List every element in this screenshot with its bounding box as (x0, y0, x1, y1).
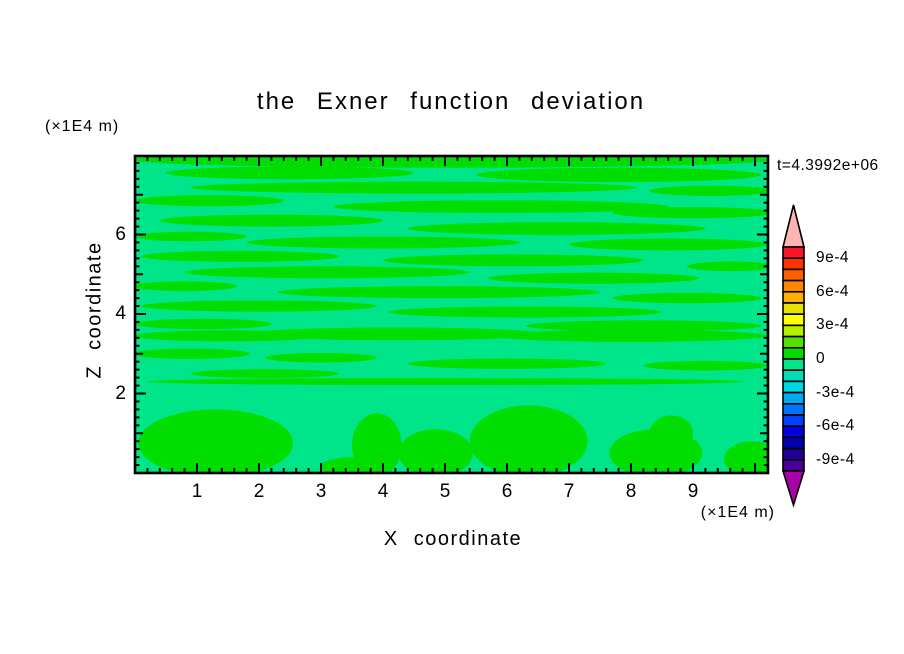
y-tick-label: 6 (115, 223, 126, 245)
colorbar-tick-label: -3e-4 (816, 383, 855, 401)
contour-band (643, 360, 768, 371)
contour-band (494, 329, 768, 342)
contour-band (135, 231, 247, 242)
contour-band (135, 318, 272, 330)
colorbar-segment (782, 391, 805, 405)
contour-band (277, 286, 600, 299)
colorbar-segment (782, 425, 805, 439)
contour-band (686, 261, 768, 272)
contour-band (612, 292, 762, 304)
contour-band (333, 200, 669, 214)
colorbar-segment (782, 346, 805, 360)
colorbar (781, 204, 806, 508)
chart-title: the Exner function deviation (256, 88, 646, 115)
colorbar-segment (782, 324, 805, 338)
y-tick-label: 2 (115, 382, 126, 404)
contour-band (612, 207, 768, 219)
contour-band (475, 167, 762, 183)
contour-band (398, 429, 473, 473)
colorbar-segment (782, 436, 805, 450)
contour-band (135, 281, 238, 291)
contour-band (147, 377, 743, 386)
contour-band (649, 185, 768, 196)
contour-band (190, 369, 340, 378)
contour-band (135, 330, 321, 342)
contour-band (383, 254, 644, 267)
colorbar-segment (782, 246, 805, 259)
colorbar-tick-label: 9e-4 (816, 249, 850, 267)
colorbar-segment (782, 414, 805, 427)
contour-band (141, 250, 340, 262)
contour-band (138, 409, 294, 473)
contour-band (724, 441, 768, 473)
contour-band (649, 415, 693, 452)
contour-band (135, 195, 284, 207)
contour-band (141, 300, 377, 312)
colorbar-segment (782, 402, 805, 416)
contour-band (166, 166, 414, 180)
x-tick-label: 1 (191, 481, 203, 502)
colorbar-segment (782, 447, 805, 461)
contour-band (569, 238, 768, 251)
colorbar-under-arrow (781, 470, 806, 508)
x-tick-label: 3 (315, 481, 327, 502)
colorbar-segment (782, 268, 805, 282)
colorbar-over-arrow (781, 204, 806, 248)
x-tick-label: 2 (253, 481, 265, 502)
contour-band (488, 272, 700, 284)
contour-band (184, 266, 470, 279)
x-tick-label: 7 (563, 481, 575, 502)
contour-band (135, 156, 768, 168)
colorbar-segment (782, 458, 805, 472)
colorbar-segment (782, 279, 805, 293)
contour-band (407, 358, 607, 369)
colorbar-segment (782, 257, 805, 271)
y-axis-unit-label: (×1E4 m) (45, 118, 120, 135)
contour-band (389, 306, 662, 318)
colorbar-segment (782, 380, 805, 394)
colorbar-segment (782, 335, 805, 349)
colorbar-segment (782, 313, 805, 327)
contour-band (321, 457, 383, 473)
x-tick-label: 9 (687, 481, 699, 502)
contour-band (135, 348, 250, 359)
contour-band (246, 236, 520, 249)
colorbar-tick-label: 0 (816, 350, 826, 367)
contour-band (246, 327, 545, 341)
y-tick-label: 4 (115, 303, 126, 324)
x-tick-label: 8 (625, 481, 637, 502)
colorbar-tick-label: -9e-4 (816, 450, 855, 468)
time-annotation: t=4.3992e+06 (777, 157, 879, 174)
colorbar-segment (782, 302, 805, 315)
contour-band (159, 214, 383, 227)
x-tick-label: 5 (439, 481, 451, 502)
colorbar-segment (782, 369, 805, 383)
contour-band (190, 181, 638, 194)
plot-frame (133, 154, 770, 475)
contour-band (525, 320, 762, 332)
contour-field (135, 156, 768, 473)
x-axis-label: X coordinate (383, 528, 523, 550)
contour-band (469, 405, 588, 473)
contour-band (265, 352, 377, 363)
colorbar-tick-label: 3e-4 (816, 316, 850, 334)
colorbar-tick-label: -6e-4 (816, 417, 855, 435)
x-tick-label: 4 (377, 481, 389, 502)
x-tick-label: 6 (501, 481, 513, 502)
colorbar-segment (782, 290, 805, 304)
x-axis-unit-label: (×1E4 m) (700, 504, 775, 521)
contour-band (407, 222, 706, 235)
colorbar-segment (782, 358, 805, 371)
colorbar-tick-label: 6e-4 (816, 282, 850, 300)
